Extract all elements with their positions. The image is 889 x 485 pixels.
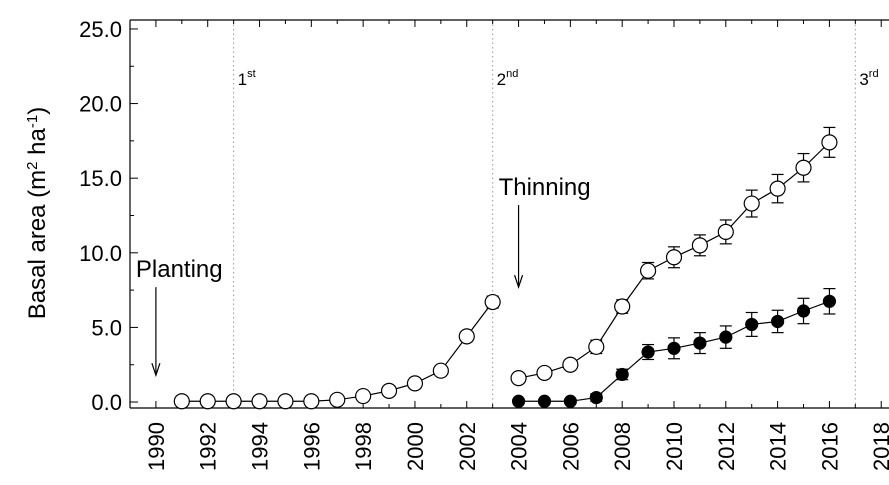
x-tick-label: 2018 [869,422,889,471]
y-tick-label: 20.0 [79,92,122,117]
x-tick-label: 2002 [455,422,480,471]
y-tick-label: 25.0 [79,17,122,42]
thinning-event-lines: 1st 2nd 3rd [233,20,879,408]
open-data-point [614,298,631,315]
open-data-point [562,356,579,373]
axes: 1990 1992 1994 1996 1998 2000 2002 2004 2006 2008… [79,17,889,471]
open-data-point [536,364,553,382]
open-data-point [484,293,501,311]
open-data-point [277,393,294,410]
open-data-point [380,382,398,399]
y-axis-title-superscript: 2 [24,161,41,169]
filled-data-point [511,394,526,408]
x-tick-label: 1990 [144,422,169,471]
y-axis-title: Basal area (m2 ha-1) [24,107,52,319]
filled-data-point [589,390,603,405]
series-line [181,301,494,402]
filled-data-point [771,314,785,329]
thinning-event-number: 1 [238,70,247,89]
open-data-point [173,393,190,410]
open-data-point [717,223,734,241]
x-tick-label: 2010 [662,422,687,471]
y-axis-title-part: ) [24,107,51,115]
y-axis-title-superscript: -1 [24,115,41,128]
y-tick-label: 5.0 [91,315,122,340]
thinning-event-suffix: st [247,68,256,80]
data-series [173,126,838,410]
x-tick-label: 1992 [196,422,221,471]
y-tick-label: 10.0 [79,241,122,266]
open-data-point [691,237,708,254]
x-tick-label: 2004 [507,422,532,471]
x-tick-label: 1998 [351,422,376,471]
open-data-point [665,249,683,266]
x-tick-label: 1994 [248,422,273,471]
thinning-event-label: 1st [238,68,256,89]
open-data-point [458,328,475,345]
x-tick-label: 1996 [299,422,324,471]
open-data-point [432,362,449,379]
open-data-point [743,195,760,212]
x-tick-label: 2006 [558,422,583,471]
filled-data-point [537,394,552,408]
open-data-point [329,391,346,408]
filled-data-point [822,294,837,308]
open-data-point [588,338,605,355]
y-tick-label: 0.0 [91,390,122,415]
filled-data-point [667,341,681,355]
annotation-arrowhead [513,274,524,290]
thinning-event-label: 2nd [497,68,519,89]
open-data-point [251,393,268,410]
filled-data-point [796,304,811,318]
y-tick-label: 15.0 [79,166,122,191]
open-data-point [303,393,320,410]
open-data-point [199,393,216,410]
open-data-point [510,370,527,387]
x-tick-label: 2016 [817,422,842,471]
open-data-point [821,134,838,151]
x-tick-label: 2008 [610,422,635,471]
x-tick-label: 2014 [766,422,791,471]
thinning-event-label: 3rd [859,68,878,89]
open-data-point [225,393,242,410]
filled-data-point [693,336,707,350]
open-data-point [795,159,812,176]
annotation-arrowhead [151,362,161,378]
annotations: Planting Thinning [136,174,591,378]
open-data-point [406,375,424,392]
thinning-event-number: 3 [859,70,868,89]
thinning-event-number: 2 [497,70,506,89]
filled-data-point [641,345,655,359]
y-axis-title-part: ha [24,127,51,161]
x-tick-label: 2000 [403,422,428,471]
thinning-event-suffix: rd [869,68,879,80]
filled-data-point [615,367,629,382]
annotation-label: Thinning [499,174,591,201]
filled-data-point [719,330,733,344]
open-data-point [769,180,786,197]
filled-data-point [563,394,577,408]
open-data-point [639,262,657,279]
x-tick-label: 2012 [714,422,739,471]
open-data-point [355,387,372,405]
annotation-label: Planting [136,256,223,283]
thinning-event-suffix: nd [506,68,518,80]
filled-data-point [745,317,759,332]
y-axis-title-part: Basal area (m [24,170,51,319]
